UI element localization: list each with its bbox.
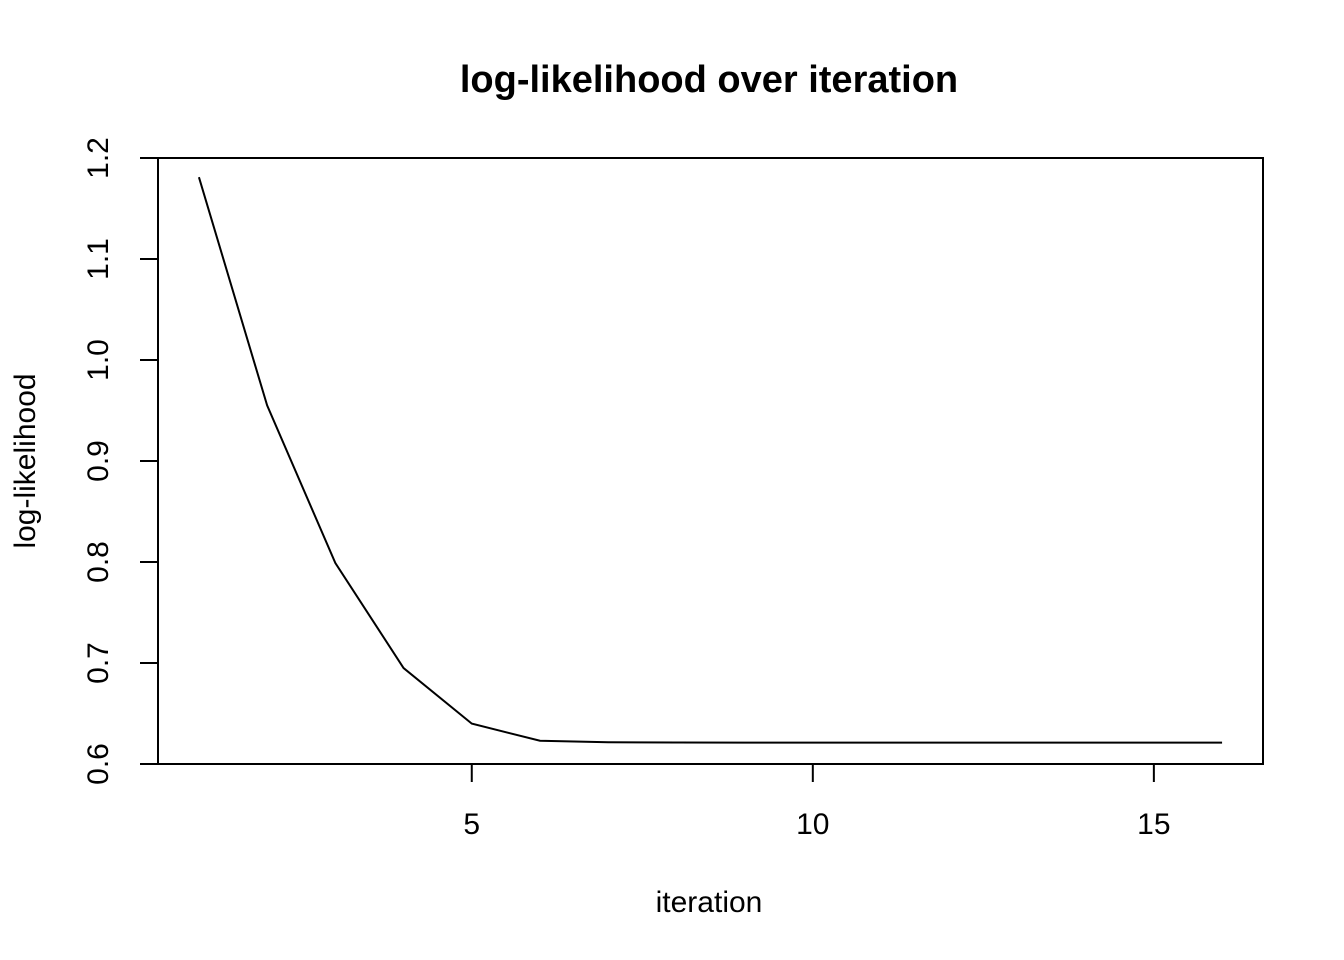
x-tick-label: 10 <box>796 808 829 841</box>
y-tick-label: 0.8 <box>82 541 115 583</box>
y-tick-label: 1.0 <box>82 339 115 381</box>
y-axis-label: log-likelihood <box>9 373 42 548</box>
x-axis-label: iteration <box>656 886 763 919</box>
y-tick-label: 1.1 <box>82 238 115 280</box>
series-line-log-likelihood <box>197 176 1223 744</box>
x-tick-label: 15 <box>1137 808 1170 841</box>
y-tick-label: 0.6 <box>82 743 115 785</box>
y-tick-label: 0.9 <box>82 440 115 482</box>
y-tick-label: 1.2 <box>82 137 115 179</box>
y-tick-label: 0.7 <box>82 642 115 684</box>
chart-title: log-likelihood over iteration <box>460 59 958 101</box>
x-axis: 5 10 15 <box>463 763 1171 841</box>
y-axis: 0.6 0.7 0.8 0.9 1.0 1.1 1.2 <box>82 137 159 785</box>
plot-frame <box>157 157 1264 765</box>
x-tick-label: 5 <box>463 808 480 841</box>
